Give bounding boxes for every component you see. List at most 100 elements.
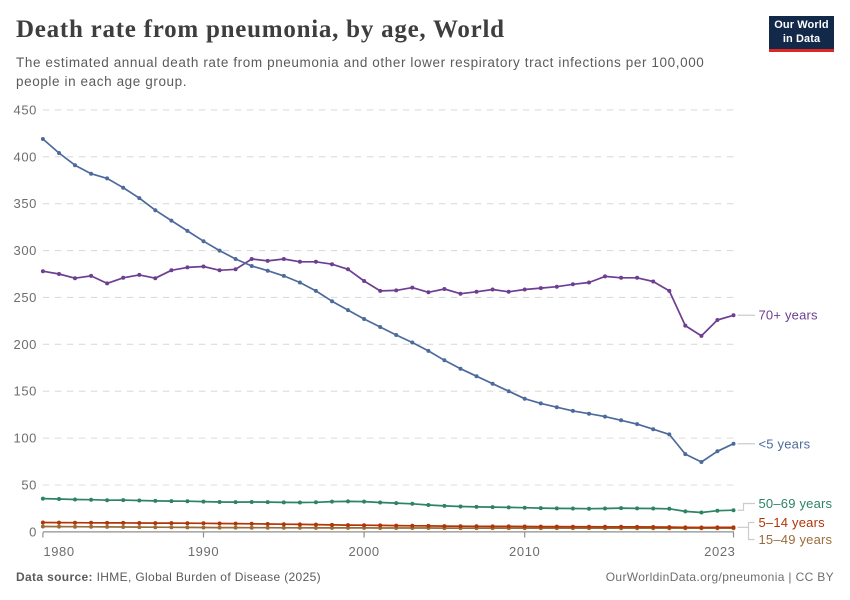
data-point-marker[interactable] <box>619 506 624 511</box>
series-line[interactable] <box>42 258 735 337</box>
data-point-marker[interactable] <box>57 272 61 276</box>
data-point-marker[interactable] <box>233 525 238 530</box>
data-point-marker[interactable] <box>121 520 126 525</box>
data-point-marker[interactable] <box>137 525 142 530</box>
data-point-marker[interactable] <box>201 499 206 504</box>
data-point-marker[interactable] <box>57 151 61 155</box>
data-point-marker[interactable] <box>40 137 45 141</box>
data-point-marker[interactable] <box>217 268 222 273</box>
data-point-marker[interactable] <box>330 522 334 527</box>
data-point-marker[interactable] <box>249 525 254 530</box>
data-point-marker[interactable] <box>265 268 270 273</box>
data-point-marker[interactable] <box>169 499 174 504</box>
data-point-marker[interactable] <box>683 509 688 514</box>
data-point-marker[interactable] <box>201 525 206 530</box>
data-point-marker[interactable] <box>667 506 672 511</box>
data-point-marker[interactable] <box>40 524 45 529</box>
series-line[interactable] <box>42 497 735 514</box>
data-point-marker[interactable] <box>249 521 254 526</box>
data-point-marker[interactable] <box>249 257 254 261</box>
data-point-marker[interactable] <box>667 432 672 437</box>
data-point-marker[interactable] <box>105 498 110 503</box>
data-point-marker[interactable] <box>330 499 334 504</box>
data-point-marker[interactable] <box>105 176 110 181</box>
data-point-marker[interactable] <box>265 500 270 505</box>
data-point-marker[interactable] <box>490 505 495 510</box>
data-point-marker[interactable] <box>137 521 142 525</box>
data-point-marker[interactable] <box>73 520 77 525</box>
data-point-marker[interactable] <box>169 521 174 526</box>
data-point-marker[interactable] <box>683 525 688 530</box>
data-point-marker[interactable] <box>394 333 399 337</box>
data-point-marker[interactable] <box>153 276 158 281</box>
data-point-marker[interactable] <box>169 218 174 223</box>
data-point-marker[interactable] <box>619 275 624 280</box>
data-point-marker[interactable] <box>715 318 720 322</box>
data-point-marker[interactable] <box>281 522 286 527</box>
data-point-marker[interactable] <box>570 282 575 287</box>
data-point-marker[interactable] <box>89 520 94 525</box>
data-point-marker[interactable] <box>89 497 94 502</box>
data-point-marker[interactable] <box>506 524 511 529</box>
data-point-marker[interactable] <box>185 525 190 530</box>
data-point-marker[interactable] <box>201 239 206 244</box>
data-point-marker[interactable] <box>346 499 350 504</box>
series-line[interactable] <box>42 525 735 530</box>
data-point-marker[interactable] <box>137 498 142 503</box>
data-point-marker[interactable] <box>683 452 688 457</box>
data-point-marker[interactable] <box>378 325 383 329</box>
data-point-marker[interactable] <box>442 358 447 363</box>
data-point-marker[interactable] <box>121 185 126 190</box>
data-point-marker[interactable] <box>137 196 142 201</box>
legend-label[interactable]: 15–49 years <box>759 532 833 547</box>
data-point-marker[interactable] <box>426 503 431 507</box>
data-point-marker[interactable] <box>442 287 447 291</box>
data-point-marker[interactable] <box>635 422 640 427</box>
data-point-marker[interactable] <box>506 389 511 394</box>
data-point-marker[interactable] <box>651 525 656 529</box>
data-point-marker[interactable] <box>587 280 591 285</box>
data-point-marker[interactable] <box>635 506 640 511</box>
legend-label[interactable]: 50–69 years <box>759 496 833 511</box>
data-point-marker[interactable] <box>185 499 190 504</box>
data-point-marker[interactable] <box>313 259 318 264</box>
data-point-marker[interactable] <box>554 506 559 511</box>
data-point-marker[interactable] <box>362 317 367 321</box>
data-point-marker[interactable] <box>249 500 254 504</box>
data-point-marker[interactable] <box>362 523 367 528</box>
data-point-marker[interactable] <box>570 506 575 511</box>
data-point-marker[interactable] <box>410 340 415 345</box>
data-point-marker[interactable] <box>699 525 704 530</box>
data-point-marker[interactable] <box>249 264 254 268</box>
data-point-marker[interactable] <box>137 272 142 277</box>
data-point-marker[interactable] <box>554 284 559 289</box>
data-point-marker[interactable] <box>233 267 238 272</box>
data-point-marker[interactable] <box>89 273 94 278</box>
data-point-marker[interactable] <box>201 264 206 269</box>
legend-label[interactable]: <5 years <box>759 437 811 452</box>
data-point-marker[interactable] <box>490 524 495 529</box>
data-point-marker[interactable] <box>297 525 302 530</box>
data-point-marker[interactable] <box>378 288 383 293</box>
data-point-marker[interactable] <box>651 506 656 511</box>
data-point-marker[interactable] <box>281 257 286 261</box>
data-point-marker[interactable] <box>89 171 94 176</box>
data-point-marker[interactable] <box>715 508 720 513</box>
data-point-marker[interactable] <box>731 441 736 446</box>
data-point-marker[interactable] <box>490 381 495 386</box>
data-point-marker[interactable] <box>506 289 511 294</box>
data-point-marker[interactable] <box>153 525 158 530</box>
data-point-marker[interactable] <box>362 499 367 504</box>
data-point-marker[interactable] <box>233 257 238 261</box>
data-point-marker[interactable] <box>217 525 222 530</box>
data-point-marker[interactable] <box>570 524 575 529</box>
data-point-marker[interactable] <box>378 523 383 528</box>
data-point-marker[interactable] <box>394 501 399 506</box>
data-point-marker[interactable] <box>683 323 688 328</box>
data-point-marker[interactable] <box>458 504 463 509</box>
data-point-marker[interactable] <box>346 523 350 528</box>
data-point-marker[interactable] <box>587 506 591 511</box>
data-point-marker[interactable] <box>185 521 190 526</box>
data-point-marker[interactable] <box>57 520 61 525</box>
